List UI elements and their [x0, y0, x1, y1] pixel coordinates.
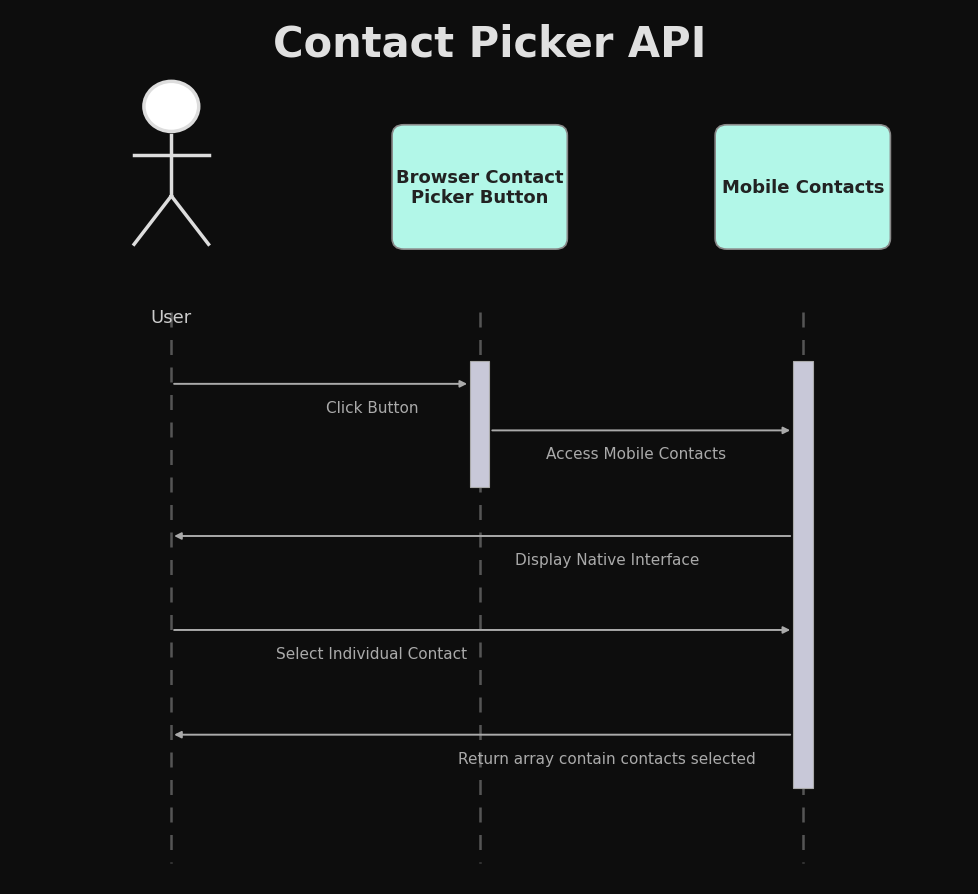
Text: Access Mobile Contacts: Access Mobile Contacts	[546, 447, 726, 462]
Text: Return array contain contacts selected: Return array contain contacts selected	[458, 751, 755, 766]
Circle shape	[144, 82, 199, 132]
Bar	[792, 362, 812, 789]
FancyBboxPatch shape	[714, 125, 889, 249]
Text: Display Native Interface: Display Native Interface	[514, 552, 698, 568]
FancyBboxPatch shape	[391, 125, 566, 249]
Text: Browser Contact
Picker Button: Browser Contact Picker Button	[395, 168, 563, 207]
Text: Mobile Contacts: Mobile Contacts	[721, 179, 883, 197]
Text: User: User	[151, 308, 192, 326]
Text: Contact Picker API: Contact Picker API	[273, 24, 705, 65]
Bar	[469, 362, 489, 487]
Text: Select Individual Contact: Select Individual Contact	[276, 646, 467, 662]
Text: Click Button: Click Button	[326, 401, 418, 416]
